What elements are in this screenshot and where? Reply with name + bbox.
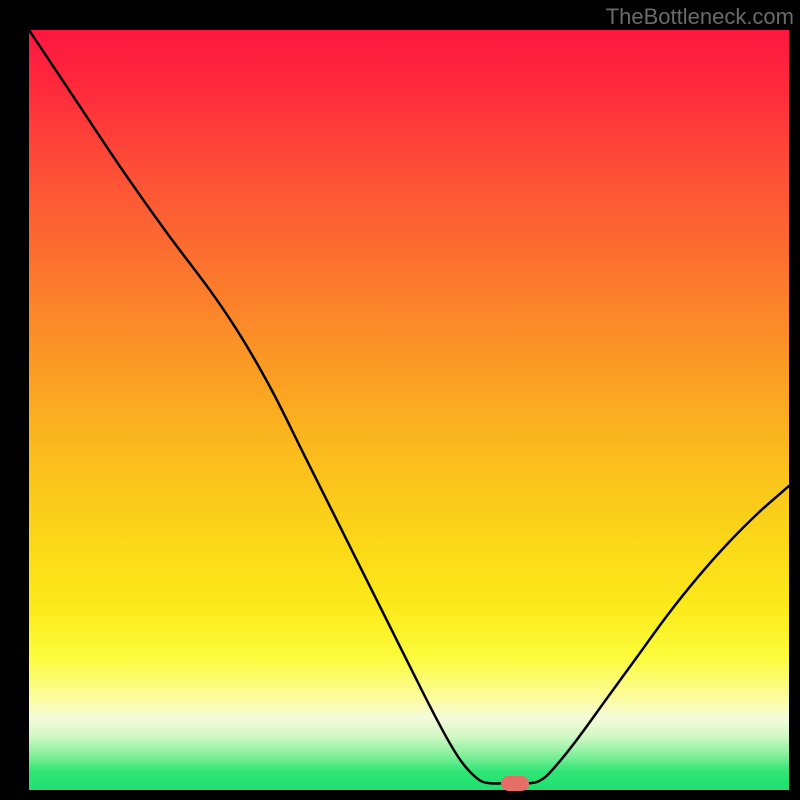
watermark-text: TheBottleneck.com — [606, 4, 794, 30]
chart-container: TheBottleneck.com — [0, 0, 800, 800]
plot-area — [29, 30, 789, 790]
gradient-background — [29, 30, 789, 790]
optimal-marker — [501, 776, 529, 791]
